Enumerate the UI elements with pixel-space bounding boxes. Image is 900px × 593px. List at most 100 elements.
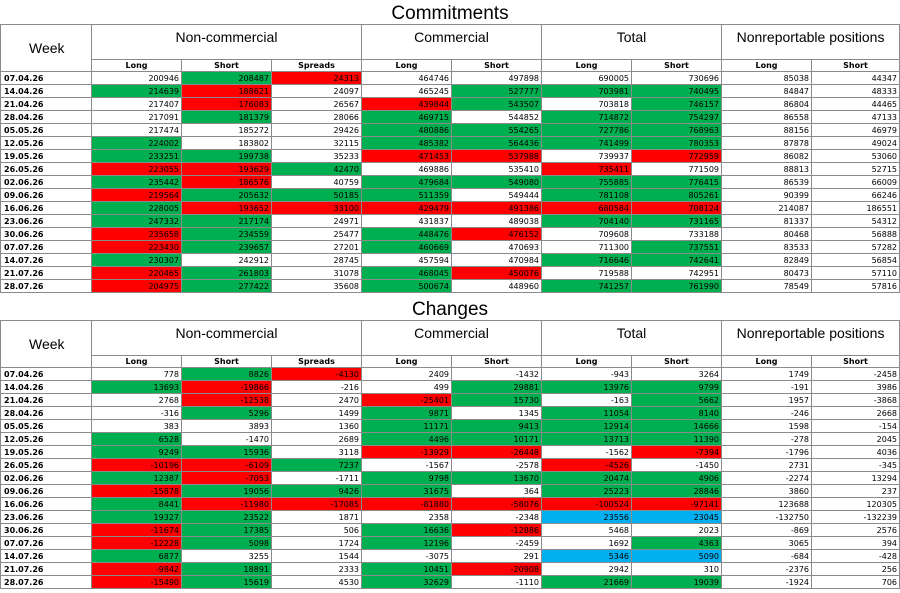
value-cell: 1724 <box>271 536 362 550</box>
value-cell: 535410 <box>451 162 542 176</box>
value-cell: 730696 <box>630 71 723 85</box>
value-cell: 2333 <box>271 562 362 576</box>
column-subheader: Short <box>630 355 723 368</box>
table-row: 21.04.26 2768 -12538 2470 -25401 15730 -163 566… <box>0 393 900 407</box>
value-cell: -100524 <box>541 497 632 511</box>
table-row: 19.05.26 233251 199738 35233 471453 537988 739… <box>0 149 900 163</box>
column-subheader: Short <box>181 355 272 368</box>
table-row: 16.06.26 8441 -11980 -17085 -81880 -58076 -100… <box>0 497 900 511</box>
value-cell: -1924 <box>721 575 813 589</box>
value-cell: 233251 <box>91 149 182 163</box>
value-cell: 500674 <box>361 279 452 293</box>
value-cell: 54312 <box>811 214 900 228</box>
value-cell: 88156 <box>721 123 813 137</box>
value-cell: 12196 <box>361 536 452 550</box>
value-cell: 49024 <box>811 136 900 150</box>
value-cell: 11054 <box>541 406 632 420</box>
value-cell: 219564 <box>91 188 182 202</box>
value-cell: 2731 <box>721 458 813 472</box>
value-cell: 439844 <box>361 97 452 111</box>
value-cell: -2274 <box>721 471 813 485</box>
value-cell: 24097 <box>271 84 362 98</box>
nonreportable-header: Nonreportable positions <box>721 320 900 356</box>
column-subheader: Long <box>91 355 182 368</box>
table-row: 19.05.26 9249 15936 3118 -13929 -26448 -1562 -7… <box>0 445 900 459</box>
value-cell: 778 <box>91 367 182 381</box>
total-header: Total <box>540 320 723 356</box>
week-cell: 28.04.26 <box>0 406 92 420</box>
value-cell: 1499 <box>271 406 362 420</box>
value-cell: 746157 <box>630 97 723 111</box>
table-row: 30.06.26 235658 234559 25477 448476 476152 709… <box>0 227 900 241</box>
value-cell: -2459 <box>451 536 542 550</box>
week-cell: 28.07.26 <box>0 279 92 293</box>
value-cell: 394 <box>811 536 900 550</box>
commitments-body: Week Non-commercial Commercial Total Nonrepo… <box>0 24 900 293</box>
value-cell: 1749 <box>721 367 813 381</box>
value-cell: 506 <box>271 523 362 537</box>
value-cell: -17085 <box>271 497 362 511</box>
value-cell: 5662 <box>630 393 723 407</box>
value-cell: -3075 <box>361 549 452 563</box>
value-cell: 27201 <box>271 240 362 254</box>
value-cell: -1711 <box>271 471 362 485</box>
value-cell: 12914 <box>541 419 632 433</box>
column-subheader: Long <box>721 59 813 72</box>
value-cell: 31675 <box>361 484 452 498</box>
table-row: 30.06.26 -11674 17385 506 16636 -12886 5468 202… <box>0 523 900 537</box>
value-cell: 217174 <box>181 214 272 228</box>
value-cell: 23556 <box>541 510 632 524</box>
value-cell: 15936 <box>181 445 272 459</box>
value-cell: 183802 <box>181 136 272 150</box>
value-cell: 4036 <box>811 445 900 459</box>
week-cell: 14.04.26 <box>0 84 92 98</box>
value-cell: 768963 <box>630 123 723 137</box>
table-row: 23.06.26 19327 23522 1871 2358 -2348 23556 2304… <box>0 510 900 524</box>
value-cell: 261803 <box>181 266 272 280</box>
value-cell: 35608 <box>271 279 362 293</box>
table-row: 07.07.26 223430 239657 27201 460669 470693 711… <box>0 240 900 254</box>
table-row: 07.04.26 200946 208487 24313 464746 497898 690… <box>0 71 900 85</box>
value-cell: 208487 <box>181 71 272 85</box>
value-cell: 29881 <box>451 380 542 394</box>
value-cell: 479684 <box>361 175 452 189</box>
value-cell: 457594 <box>361 253 452 267</box>
header-row: Week Non-commercial Commercial Total Nonrepo… <box>0 24 900 72</box>
value-cell: 193652 <box>181 201 272 215</box>
value-cell: -869 <box>721 523 813 537</box>
value-cell: 33100 <box>271 201 362 215</box>
week-cell: 07.04.26 <box>0 367 92 381</box>
value-cell: 527777 <box>451 84 542 98</box>
value-cell: 739937 <box>541 149 632 163</box>
table-row: 14.04.26 214639 188621 24097 465245 527777 703… <box>0 84 900 98</box>
table-row: 16.06.26 228005 193652 33100 429479 491386 680… <box>0 201 900 215</box>
value-cell: 85038 <box>721 71 813 85</box>
commitments-table: Week Non-commercial Commercial Total Nonrepo… <box>0 24 900 293</box>
value-cell: 23045 <box>630 510 723 524</box>
table-row: 28.07.26 204975 277422 35608 500674 448960 741… <box>0 279 900 293</box>
value-cell: -1562 <box>541 445 632 459</box>
value-cell: -10196 <box>91 458 182 472</box>
changes-body: Week Non-commercial Commercial Total Nonrepo… <box>0 320 900 589</box>
nonreportable-header: Nonreportable positions <box>721 24 900 60</box>
week-cell: 19.05.26 <box>0 445 92 459</box>
table-row: 05.05.26 383 3893 1360 11171 9413 12914 14666 15… <box>0 419 900 433</box>
value-cell: 708124 <box>630 201 723 215</box>
week-cell: 07.07.26 <box>0 536 92 550</box>
table-row: 21.04.26 217407 176083 26567 439844 543507 703… <box>0 97 900 111</box>
value-cell: -58076 <box>451 497 542 511</box>
week-cell: 09.06.26 <box>0 484 92 498</box>
value-cell: 81337 <box>721 214 813 228</box>
value-cell: 15730 <box>451 393 542 407</box>
value-cell: 18891 <box>181 562 272 576</box>
value-cell: -1796 <box>721 445 813 459</box>
column-subheader: Long <box>91 59 182 72</box>
value-cell: 19327 <box>91 510 182 524</box>
value-cell: 52715 <box>811 162 900 176</box>
table-row: 09.06.26 219564 205632 50185 511359 549444 781… <box>0 188 900 202</box>
value-cell: -7053 <box>181 471 272 485</box>
value-cell: 83533 <box>721 240 813 254</box>
value-cell: -2458 <box>811 367 900 381</box>
value-cell: 499 <box>361 380 452 394</box>
value-cell: 9799 <box>630 380 723 394</box>
